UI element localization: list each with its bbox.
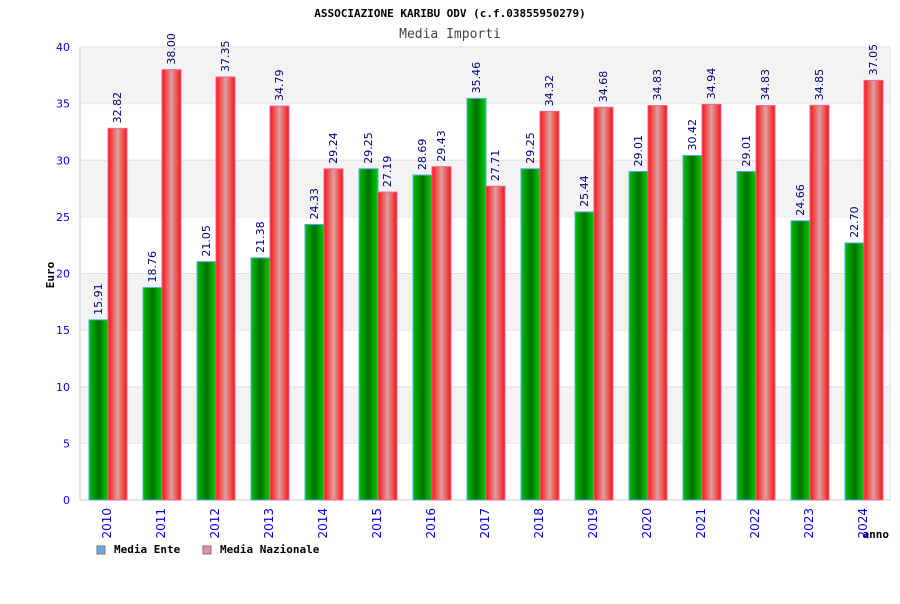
bar-media-nazionale xyxy=(593,106,614,501)
data-label: 22.70 xyxy=(848,206,861,238)
bar-media-nazionale xyxy=(485,185,506,501)
bar-media-ente xyxy=(142,287,163,501)
data-label: 34.32 xyxy=(543,75,556,107)
bar-media-nazionale xyxy=(107,127,128,501)
y-tick-label: 5 xyxy=(63,437,70,450)
bar-media-nazionale xyxy=(863,79,884,501)
data-label: 27.71 xyxy=(489,150,502,182)
data-label: 37.35 xyxy=(219,41,232,73)
grid-band xyxy=(80,47,890,104)
data-label: 21.38 xyxy=(254,221,267,253)
y-tick-label: 25 xyxy=(56,211,70,224)
y-tick-label: 30 xyxy=(56,154,70,167)
data-label: 24.66 xyxy=(794,184,807,216)
data-label: 29.25 xyxy=(524,132,537,164)
bar-media-nazionale xyxy=(215,76,236,501)
bar-media-ente xyxy=(412,174,433,501)
data-label: 30.42 xyxy=(686,119,699,151)
data-label: 34.85 xyxy=(813,69,826,101)
data-label: 37.05 xyxy=(867,44,880,76)
x-tick-label: 2016 xyxy=(424,508,438,539)
x-tick-label: 2023 xyxy=(802,508,816,539)
bar-media-ente xyxy=(358,168,379,501)
data-label: 29.25 xyxy=(362,132,375,164)
data-label: 29.43 xyxy=(435,130,448,162)
data-label: 24.33 xyxy=(308,188,321,220)
bar-media-ente xyxy=(304,223,325,501)
data-label: 15.91 xyxy=(92,283,105,315)
data-label: 29.01 xyxy=(740,135,753,167)
x-tick-label: 2015 xyxy=(370,508,384,539)
legend-label: Media Ente xyxy=(114,543,181,556)
data-label: 32.82 xyxy=(111,92,124,124)
x-tick-label: 2014 xyxy=(316,508,330,539)
data-label: 29.24 xyxy=(327,132,340,164)
bar-media-nazionale xyxy=(701,103,722,501)
bar-media-nazionale xyxy=(647,105,668,501)
bar-media-nazionale xyxy=(539,110,560,501)
bar-media-ente xyxy=(250,257,271,501)
bar-media-nazionale xyxy=(161,69,182,501)
data-label: 29.01 xyxy=(632,135,645,167)
data-label: 27.19 xyxy=(381,156,394,188)
x-tick-label: 2021 xyxy=(694,508,708,539)
data-label: 28.69 xyxy=(416,139,429,171)
x-tick-label: 2012 xyxy=(208,508,222,539)
x-tick-label: 2013 xyxy=(262,508,276,539)
chart-subtitle: Media Importi xyxy=(399,27,501,42)
data-label: 35.46 xyxy=(470,62,483,94)
bar-media-ente xyxy=(682,154,703,501)
legend-swatch xyxy=(202,545,212,555)
data-label: 34.83 xyxy=(759,69,772,101)
legend-label: Media Nazionale xyxy=(220,543,320,556)
bar-media-ente xyxy=(628,170,649,501)
x-tick-label: 2011 xyxy=(154,508,168,539)
y-tick-label: 35 xyxy=(56,98,70,111)
data-label: 34.79 xyxy=(273,70,286,102)
chart-title: ASSOCIAZIONE KARIBU ODV (c.f.03855950279… xyxy=(314,7,586,20)
x-tick-label: 2022 xyxy=(748,508,762,539)
data-label: 34.83 xyxy=(651,69,664,101)
bar-media-nazionale xyxy=(755,105,776,501)
bar-media-ente xyxy=(520,168,541,501)
legend-swatch xyxy=(96,545,106,555)
y-axis-label: Euro xyxy=(44,261,57,288)
data-label: 18.76 xyxy=(146,251,159,283)
bar-media-nazionale xyxy=(377,191,398,501)
bar-media-ente xyxy=(88,319,109,501)
y-tick-label: 20 xyxy=(56,268,70,281)
bar-media-ente xyxy=(466,97,487,501)
bar-media-ente xyxy=(844,242,865,501)
bar-media-nazionale xyxy=(431,166,452,501)
y-tick-label: 10 xyxy=(56,381,70,394)
data-label: 34.94 xyxy=(705,68,718,100)
x-tick-label: 2017 xyxy=(478,508,492,539)
bar-media-ente xyxy=(790,220,811,501)
bar-media-nazionale xyxy=(269,105,290,501)
data-label: 38.00 xyxy=(165,33,178,65)
x-tick-label: 2024 xyxy=(856,508,870,539)
x-tick-label: 2018 xyxy=(532,508,546,539)
data-label: 21.05 xyxy=(200,225,213,257)
bar-media-nazionale xyxy=(809,104,830,501)
data-label: 34.68 xyxy=(597,71,610,103)
x-tick-label: 2010 xyxy=(100,508,114,539)
bar-media-ente xyxy=(196,261,217,501)
x-tick-label: 2020 xyxy=(640,508,654,539)
y-tick-label: 15 xyxy=(56,324,70,337)
bar-media-ente xyxy=(574,211,595,501)
bar-media-ente xyxy=(736,170,757,501)
x-tick-label: 2019 xyxy=(586,508,600,539)
y-tick-label: 40 xyxy=(56,41,70,54)
x-axis-label: anno xyxy=(863,528,890,541)
data-label: 25.44 xyxy=(578,175,591,207)
y-tick-label: 0 xyxy=(63,494,70,507)
bar-media-nazionale xyxy=(323,168,344,501)
